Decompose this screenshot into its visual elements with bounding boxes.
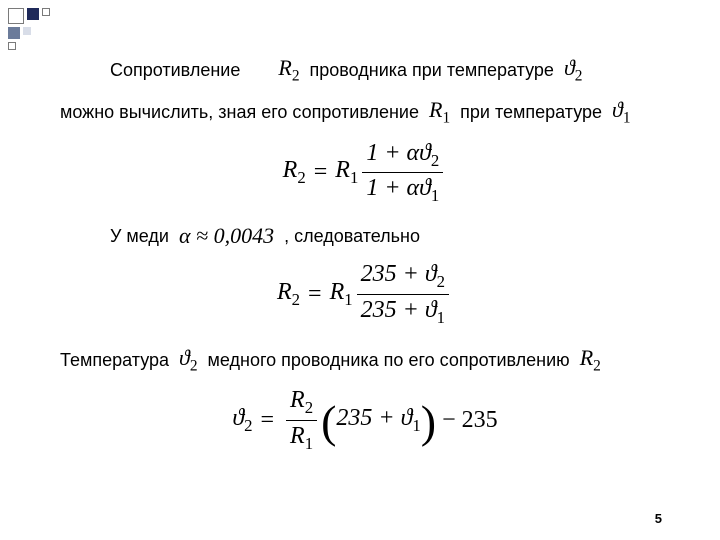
symbol-r2: R2 bbox=[278, 55, 299, 85]
formula-copper: R2 = R1 235 + ϑ2 235 + ϑ1 bbox=[60, 261, 670, 327]
text-fragment: Температура bbox=[60, 350, 169, 371]
alpha-value: α ≈ 0,0043 bbox=[179, 223, 274, 249]
text-line-4: Температура ϑ2 медного проводника по его… bbox=[60, 345, 670, 375]
slide-body: Сопротивление R2 проводника при температ… bbox=[0, 55, 720, 471]
text-line-1: Сопротивление R2 проводника при температ… bbox=[60, 55, 670, 85]
text-fragment: Сопротивление bbox=[110, 60, 240, 81]
symbol-r2: R2 bbox=[580, 345, 601, 375]
formula-solve-theta: ϑ2 = R2 R1 ( 235 + ϑ1 ) − 235 bbox=[60, 387, 670, 453]
text-fragment: У меди bbox=[110, 226, 169, 247]
text-line-2: можно вычислить, зная его сопротивление … bbox=[60, 97, 670, 127]
symbol-r1: R1 bbox=[429, 97, 450, 127]
text-fragment: при температуре bbox=[460, 102, 602, 123]
text-line-3: У меди α ≈ 0,0043 , следовательно bbox=[60, 223, 670, 249]
formula-general: R2 = R1 1 + αϑ2 1 + αϑ1 bbox=[60, 140, 670, 206]
page-number: 5 bbox=[655, 511, 662, 526]
text-fragment: можно вычислить, зная его сопротивление bbox=[60, 102, 419, 123]
text-fragment: , следовательно bbox=[284, 226, 420, 247]
text-fragment: медного проводника по его сопротивлению bbox=[208, 350, 570, 371]
symbol-theta1: ϑ1 bbox=[612, 97, 631, 127]
text-fragment: проводника при температуре bbox=[310, 60, 554, 81]
symbol-theta2: ϑ2 bbox=[564, 55, 583, 85]
symbol-theta2: ϑ2 bbox=[179, 345, 198, 375]
slide-decoration bbox=[8, 8, 50, 50]
